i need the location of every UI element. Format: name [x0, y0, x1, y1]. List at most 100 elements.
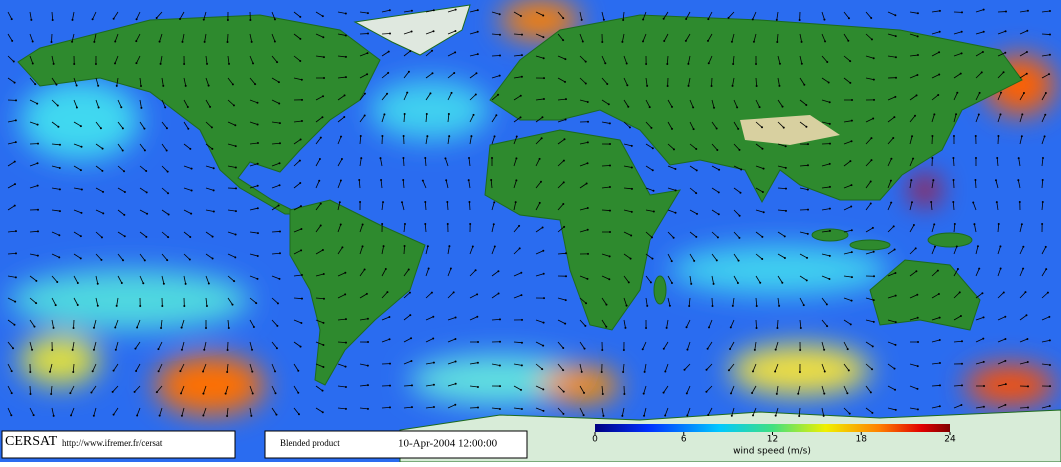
wind-arrow-head [730, 326, 732, 328]
wind-arrow-head [707, 414, 709, 416]
wind-arrow-head [873, 57, 875, 59]
wind-arrow-head [410, 360, 412, 362]
wind-arrow-head [10, 414, 12, 416]
wind-arrow-head [76, 106, 78, 108]
wind-arrow-head [345, 76, 347, 78]
wind-arrow-head [609, 210, 611, 212]
wind-arrow-head [953, 179, 955, 181]
wind-arrow-head [167, 192, 169, 194]
wind-arrow-head [211, 126, 213, 128]
wind-arrow-head [564, 323, 566, 325]
wind-arrow-head [716, 128, 718, 130]
wind-arrow-head [983, 385, 985, 387]
wind-arrow-head [686, 415, 688, 417]
wind-arrow-head [431, 50, 433, 52]
wind-arrow-head [187, 128, 189, 130]
wind-arrow-head [455, 9, 457, 11]
wind-arrow-head [226, 415, 228, 417]
wind-arrow-head [952, 157, 954, 159]
wind-arrow [404, 246, 405, 254]
wind-arrow-head [453, 291, 455, 293]
wind-arrow-head [736, 106, 738, 108]
wind-arrow-head [667, 85, 669, 87]
wind-arrow-head [227, 349, 229, 351]
wind-arrow-head [995, 179, 997, 181]
wind-arrow-head [341, 158, 343, 160]
wind-arrow-head [424, 157, 426, 159]
wind-arrow-head [652, 190, 654, 192]
wind-arrow-head [1044, 135, 1046, 137]
wind-arrow-head [97, 85, 99, 87]
wind-arrow-head [257, 185, 259, 187]
wind-arrow-head [367, 408, 369, 410]
wind-arrow-head [477, 407, 479, 409]
wind-arrow-head [587, 121, 589, 123]
wind-arrow-head [651, 236, 653, 238]
wind-arrow-head [389, 385, 391, 387]
wind-arrow-head [1026, 73, 1028, 75]
wind-arrow-head [910, 179, 912, 181]
wind-arrow-head [472, 246, 474, 248]
wind-arrow-head [404, 245, 406, 247]
wind-arrow-head [231, 304, 233, 306]
wind-arrow-head [687, 63, 689, 65]
wind-arrow-head [122, 149, 124, 151]
wind-arrow-head [446, 201, 448, 203]
wind-arrow-head [455, 316, 457, 318]
wind-arrow-head [433, 30, 435, 32]
wind-arrow-head [732, 63, 734, 65]
wind-arrow-head [388, 51, 390, 53]
wind-arrow-head [204, 41, 206, 43]
wind-arrow-head [11, 18, 13, 20]
wind-arrow-head [914, 115, 916, 117]
wind-arrow-head [408, 269, 410, 271]
wind-arrow-head [429, 92, 431, 94]
wind-arrow-head [609, 143, 611, 145]
wind-arrow-head [894, 368, 896, 370]
wind-arrow-head [917, 341, 919, 343]
wind-arrow-head [605, 326, 607, 328]
wind-arrow-head [823, 19, 825, 21]
wind-arrow-head [14, 205, 16, 207]
wind-arrow-head [1022, 268, 1024, 270]
wind-arrow-head [847, 40, 849, 42]
wind-arrow-head [1045, 268, 1047, 270]
wind-arrow-head [122, 259, 124, 261]
wind-arrow-head [718, 191, 720, 193]
wind-arrow-head [297, 392, 299, 394]
wind-arrow-head [116, 305, 118, 307]
wind-arrow-head [1026, 30, 1028, 32]
wind-arrow-head [829, 143, 831, 145]
wind-arrow-head [211, 148, 213, 150]
wind-arrow-head [301, 120, 303, 122]
wind-arrow-head [652, 169, 654, 171]
wind-arrow-head [402, 157, 404, 159]
wind-arrow-head [584, 325, 586, 327]
wind-arrow-head [476, 293, 478, 295]
wind-arrow-head [983, 406, 985, 408]
product: Blended product [280, 438, 340, 448]
wind-arrow-head [585, 302, 587, 304]
wind-arrow-head [323, 77, 325, 79]
wind-arrow-head [696, 169, 698, 171]
wind-arrow-head [930, 201, 932, 203]
wind-arrow-head [32, 41, 34, 43]
wind-arrow-head [587, 141, 589, 143]
wind-arrow-head [587, 101, 589, 103]
wind-arrow-head [409, 292, 411, 294]
wind-arrow-head [893, 116, 895, 118]
wind-arrow-head [892, 137, 894, 139]
wind-arrow-head [359, 201, 361, 203]
wind-arrow-head [939, 317, 941, 319]
wind-arrow-head [932, 179, 934, 181]
wind-arrow-head [686, 392, 688, 394]
wind-arrow-head [383, 113, 385, 115]
wind-arrow-head [278, 204, 280, 206]
wind-arrow-head [978, 114, 980, 116]
wind-arrow-head [1049, 339, 1051, 341]
wind-arrow-head [362, 223, 364, 225]
wind-arrow-head [15, 230, 17, 232]
wind-arrow-head [1004, 360, 1006, 362]
wind-arrow-head [121, 282, 123, 284]
wind-arrow-head [542, 250, 544, 252]
